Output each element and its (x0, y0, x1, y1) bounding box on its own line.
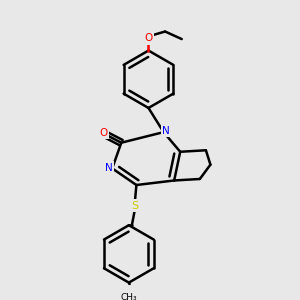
Text: N: N (105, 163, 112, 173)
Text: O: O (100, 128, 108, 138)
Text: O: O (144, 34, 153, 44)
Text: S: S (131, 201, 139, 211)
Text: CH₃: CH₃ (121, 292, 137, 300)
Text: N: N (162, 126, 170, 136)
